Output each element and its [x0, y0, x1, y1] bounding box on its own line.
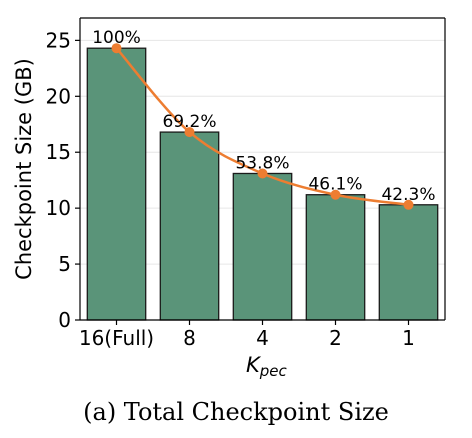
- data-label-3: 46.1%: [308, 175, 362, 195]
- data-label-0: 100%: [92, 28, 141, 48]
- trend-line: [111, 43, 414, 210]
- data-label-2: 53.8%: [235, 153, 289, 173]
- data-label-4: 42.3%: [381, 185, 435, 205]
- y-tick-label-5: 25: [46, 28, 71, 52]
- bar-0: [86, 47, 147, 321]
- x-axis-title-sub: pec: [259, 362, 288, 380]
- y-tick-label-2: 10: [46, 196, 71, 220]
- bar-3: [305, 194, 366, 321]
- bar-2: [232, 172, 293, 321]
- trend-point-4: [403, 199, 414, 210]
- x-tick-label-4: 1: [402, 326, 415, 350]
- x-axis-title-main: K: [246, 353, 262, 377]
- trend-point-0: [111, 43, 122, 54]
- y-tick-label-3: 15: [46, 140, 71, 164]
- x-axis-title: Kpec: [246, 353, 288, 380]
- trend-point-3: [330, 189, 341, 200]
- x-tick-label-3: 2: [329, 326, 342, 350]
- y-tick-label-1: 5: [58, 252, 71, 276]
- y-axis-title: Checkpoint Size (GB): [12, 58, 36, 280]
- x-tick-label-2: 4: [256, 326, 269, 350]
- data-labels: 100% 69.2% 53.8% 46.1% 42.3%: [92, 28, 435, 205]
- y-tick-label-4: 20: [46, 84, 71, 108]
- trend-point-2: [257, 168, 268, 179]
- x-tick-label-0: 16(Full): [79, 326, 154, 350]
- trend-point-1: [184, 127, 195, 138]
- y-tick-label-0: 0: [58, 308, 71, 332]
- axes: 0 5 10 15 20 25 16(Full) 8 4 2 1: [46, 17, 446, 350]
- x-tick-label-1: 8: [183, 326, 196, 350]
- figure-caption: (a) Total Checkpoint Size: [83, 398, 389, 426]
- bar-1: [159, 131, 220, 321]
- bar-4: [378, 204, 439, 321]
- data-label-1: 69.2%: [162, 112, 216, 132]
